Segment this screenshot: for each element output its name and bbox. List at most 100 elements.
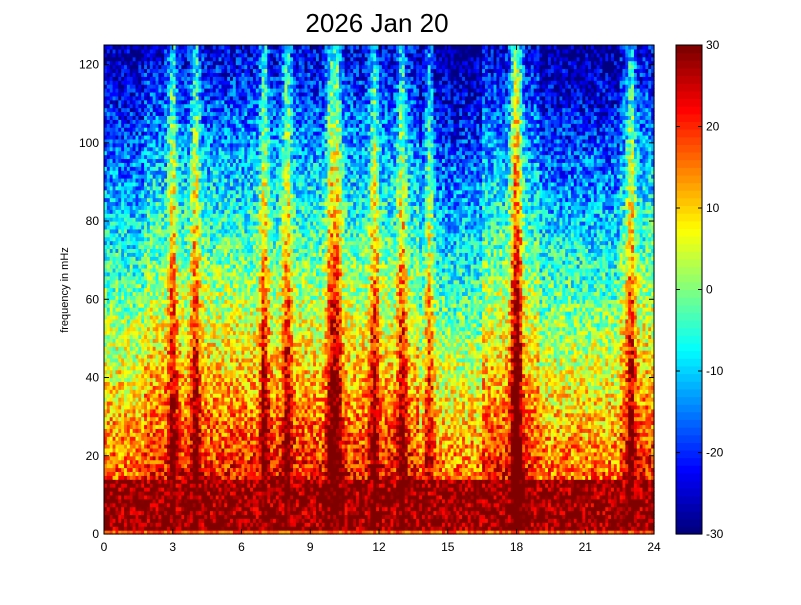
heatmap-cell xyxy=(158,127,162,132)
heatmap-cell xyxy=(158,224,162,230)
heatmap-cell xyxy=(141,107,145,113)
heatmap-cell xyxy=(121,60,125,66)
heatmap-cell xyxy=(141,444,145,449)
heatmap-cell xyxy=(184,224,188,230)
heatmap-cell xyxy=(164,408,168,414)
heatmap-cell xyxy=(175,487,180,492)
heatmap-cell xyxy=(106,408,111,414)
heatmap-cell xyxy=(187,522,191,527)
heatmap-cell xyxy=(155,377,160,383)
heatmap-cell xyxy=(189,440,194,445)
heatmap-cell xyxy=(118,385,122,390)
heatmap-cell xyxy=(184,483,188,488)
heatmap-cell xyxy=(118,463,122,469)
heatmap-cell xyxy=(184,142,188,148)
heatmap-cell xyxy=(106,432,111,437)
heatmap-cell xyxy=(152,185,157,191)
heatmap-cell xyxy=(189,72,194,77)
heatmap-cell xyxy=(164,256,168,261)
heatmap-cell xyxy=(109,279,114,285)
heatmap-cell xyxy=(189,107,194,113)
heatmap-cell xyxy=(126,119,131,124)
heatmap-cell xyxy=(184,76,188,81)
heatmap-cell xyxy=(118,342,122,347)
heatmap-cell xyxy=(138,178,142,183)
heatmap-cell xyxy=(146,99,151,105)
heatmap-cell xyxy=(146,307,151,312)
heatmap-cell xyxy=(187,181,191,187)
heatmap-cell xyxy=(106,381,111,386)
heatmap-cell xyxy=(141,404,145,410)
heatmap-cell xyxy=(126,318,131,324)
heatmap-cell xyxy=(189,318,194,324)
heatmap-cell xyxy=(152,444,157,449)
heatmap-cell xyxy=(135,158,139,163)
heatmap-cell xyxy=(161,471,165,476)
heatmap-cell xyxy=(132,178,137,183)
heatmap-cell xyxy=(144,295,148,300)
heatmap-cell xyxy=(112,299,117,304)
heatmap-cell xyxy=(152,408,157,414)
heatmap-cell xyxy=(135,138,139,144)
heatmap-cell xyxy=(164,72,168,77)
heatmap-cell xyxy=(112,68,117,73)
heatmap-cell xyxy=(126,99,131,105)
heatmap-cell xyxy=(149,393,154,398)
heatmap-cell xyxy=(146,365,151,371)
heatmap-cell xyxy=(172,52,177,58)
heatmap-cell xyxy=(115,80,119,85)
heatmap-cell xyxy=(178,279,182,285)
heatmap-cell xyxy=(106,134,111,140)
heatmap-cell xyxy=(104,424,108,429)
heatmap-cell xyxy=(109,154,114,160)
heatmap-cell xyxy=(178,416,182,422)
heatmap-cell xyxy=(167,428,171,433)
heatmap-cell xyxy=(169,479,174,484)
heatmap-cell xyxy=(187,99,191,105)
heatmap-cell xyxy=(189,80,194,85)
heatmap-cell xyxy=(118,209,122,214)
heatmap-cell xyxy=(164,264,168,269)
heatmap-cell xyxy=(172,314,177,320)
heatmap-cell xyxy=(118,271,122,277)
heatmap-cell xyxy=(124,256,128,261)
heatmap-cell xyxy=(178,150,182,156)
heatmap-cell xyxy=(138,420,142,426)
heatmap-cell xyxy=(149,88,154,93)
heatmap-cell xyxy=(181,84,185,89)
heatmap-cell xyxy=(189,447,194,453)
heatmap-cell xyxy=(158,459,162,465)
heatmap-cell xyxy=(149,424,154,429)
heatmap-cell xyxy=(161,322,165,328)
heatmap-cell xyxy=(135,514,139,519)
heatmap-cell xyxy=(132,389,137,394)
heatmap-cell xyxy=(141,162,145,167)
heatmap-cell xyxy=(115,354,119,359)
heatmap-cell xyxy=(152,385,157,390)
heatmap-cell xyxy=(106,119,111,124)
heatmap-cell xyxy=(129,103,134,109)
heatmap-cell xyxy=(158,354,162,359)
heatmap-cell xyxy=(175,467,180,473)
heatmap-cell xyxy=(181,91,185,97)
heatmap-cell xyxy=(161,166,165,171)
heatmap-cell xyxy=(189,365,194,371)
heatmap-cell xyxy=(155,52,160,58)
heatmap-cell xyxy=(124,447,128,453)
heatmap-cell xyxy=(178,166,182,171)
heatmap-cell xyxy=(164,393,168,398)
heatmap-cell xyxy=(172,185,177,191)
heatmap-cell xyxy=(152,232,157,238)
heatmap-cell xyxy=(161,287,165,293)
heatmap-cell xyxy=(158,111,162,117)
heatmap-cell xyxy=(118,338,122,343)
heatmap-cell xyxy=(189,471,194,476)
heatmap-cell xyxy=(164,232,168,238)
heatmap-cell xyxy=(141,365,145,371)
heatmap-cell xyxy=(132,475,137,480)
heatmap-cell xyxy=(112,350,117,355)
heatmap-cell xyxy=(112,45,117,50)
heatmap-cell xyxy=(138,197,142,203)
heatmap-cell xyxy=(189,311,194,316)
heatmap-cell xyxy=(169,107,174,113)
